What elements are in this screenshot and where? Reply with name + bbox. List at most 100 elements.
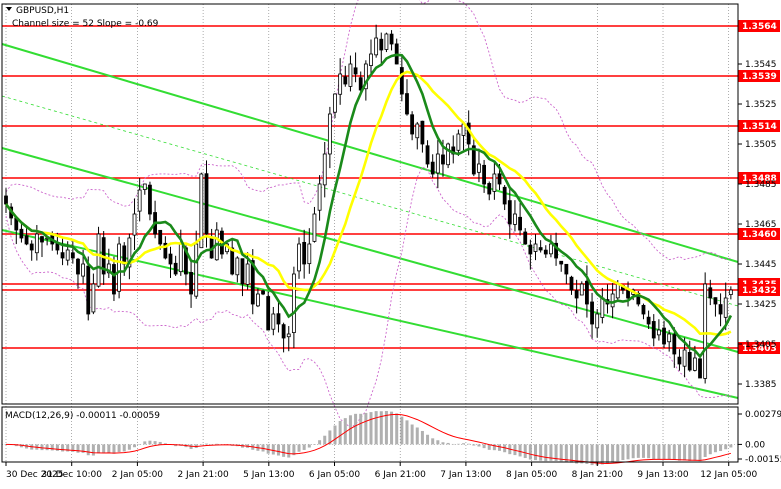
macd-histogram-bar: [467, 443, 471, 445]
macd-histogram-bar: [318, 440, 322, 445]
macd-histogram-bar: [415, 427, 419, 445]
macd-histogram-bar: [441, 442, 445, 445]
bearish-candle: [76, 258, 80, 275]
macd-histogram-bar: [61, 444, 65, 452]
level-price-text: 1.3432: [742, 286, 777, 296]
bullish-candle: [235, 257, 240, 276]
macd-histogram-bar: [616, 444, 620, 462]
bullish-candle: [374, 37, 379, 56]
bullish-candle: [322, 153, 327, 186]
macd-histogram-bar: [163, 443, 167, 445]
macd-histogram-bar: [86, 444, 90, 456]
bullish-candle: [456, 133, 461, 151]
bollinger-bands: [5, 0, 732, 429]
macd-histogram-bar: [348, 415, 352, 445]
bullish-candle: [610, 293, 615, 308]
macd-histogram-bar: [359, 413, 363, 445]
level-price-tag: [738, 70, 780, 82]
bearish-candle: [148, 184, 152, 215]
macd-histogram-bar: [719, 444, 723, 452]
level-price-text: 1.3460: [742, 230, 777, 240]
macd-histogram-bar: [564, 444, 568, 462]
macd-histogram-bar: [729, 444, 733, 448]
macd-histogram-bar: [518, 444, 522, 457]
macd-histogram-bar: [374, 411, 378, 445]
macd-label: MACD(12,26,9) -0.00011 -0.00059: [5, 411, 160, 421]
candlestick-series: [4, 24, 733, 384]
bullish-candle: [91, 283, 96, 313]
level-price-tag: [738, 228, 780, 240]
bearish-candle: [163, 242, 168, 259]
bullish-candle: [34, 233, 39, 254]
bullish-candle: [142, 183, 147, 190]
bullish-candle: [692, 357, 697, 371]
bearish-candle: [60, 252, 65, 259]
level-price-tag: [738, 172, 780, 184]
macd-histogram-bar: [204, 443, 208, 445]
channel-line: [1, 43, 739, 263]
bearish-candle: [708, 287, 713, 299]
moving-averages: [4, 53, 733, 359]
bullish-candle: [132, 213, 137, 236]
macd-histogram-bar: [534, 444, 538, 461]
bearish-candle: [204, 173, 209, 235]
macd-histogram-bar: [503, 444, 507, 453]
price-axis-label: 1.3385: [745, 380, 777, 390]
bearish-candle: [389, 33, 394, 45]
bearish-candle: [343, 76, 348, 85]
macd-histogram-bar: [19, 444, 23, 448]
price-pane-frame: [1, 3, 739, 405]
macd-histogram-bar: [127, 444, 131, 450]
macd-histogram-bar: [395, 413, 399, 445]
macd-histogram-bar: [544, 444, 548, 462]
time-axis-label: 9 Jan 13:00: [637, 470, 689, 480]
bearish-candle: [672, 334, 677, 355]
bullish-candle: [106, 263, 111, 274]
bullish-candle: [127, 237, 132, 268]
macd-histogram-bar: [456, 443, 460, 445]
macd-histogram-bar: [590, 444, 594, 466]
macd-panel: [2, 411, 738, 466]
bearish-candle: [40, 236, 44, 243]
bearish-candle: [564, 263, 569, 275]
bullish-candle: [312, 213, 317, 242]
macd-histogram-bar: [539, 444, 543, 461]
macd-histogram-bar: [40, 444, 44, 451]
macd-histogram-bar: [107, 444, 111, 453]
bullish-candle: [415, 123, 420, 139]
bearish-candle: [410, 114, 415, 135]
support-resistance-levels[interactable]: 1.35641.35391.35141.34881.34601.34351.34…: [2, 20, 780, 354]
level-price-text: 1.3539: [742, 72, 777, 82]
macd-histogram-bar: [652, 444, 656, 459]
bearish-candle: [502, 186, 507, 205]
macd-histogram-bar: [66, 444, 70, 452]
bearish-candle: [430, 161, 435, 175]
macd-histogram-bar: [585, 444, 589, 464]
macd-histogram-bar: [292, 444, 296, 456]
macd-histogram-bar: [215, 443, 219, 445]
bearish-candle: [158, 229, 163, 245]
macd-histogram-bar: [287, 444, 291, 458]
bearish-candle: [482, 164, 486, 185]
down-triangle-icon[interactable]: [6, 7, 12, 11]
bearish-candle: [70, 252, 75, 259]
macd-histogram-bar: [379, 411, 383, 445]
symbol-label: GBPUSD,H1: [16, 6, 69, 16]
macd-histogram-bar: [688, 444, 692, 461]
bearish-candle: [713, 297, 718, 305]
macd-histogram-bar: [724, 444, 728, 450]
bearish-candle: [641, 304, 646, 315]
macd-histogram-bar: [384, 411, 388, 445]
bullish-candle: [533, 243, 538, 252]
price-axis-label: 1.3545: [745, 60, 777, 70]
macd-histogram-bar: [595, 444, 599, 466]
bullish-candle: [728, 289, 733, 295]
bearish-candle: [281, 324, 286, 339]
macd-histogram-bar: [431, 438, 435, 445]
bearish-candle: [399, 67, 404, 95]
bullish-candle: [667, 333, 672, 343]
bearish-candle: [497, 173, 502, 185]
time-axis-label: 31 Dec 10:00: [41, 470, 102, 480]
